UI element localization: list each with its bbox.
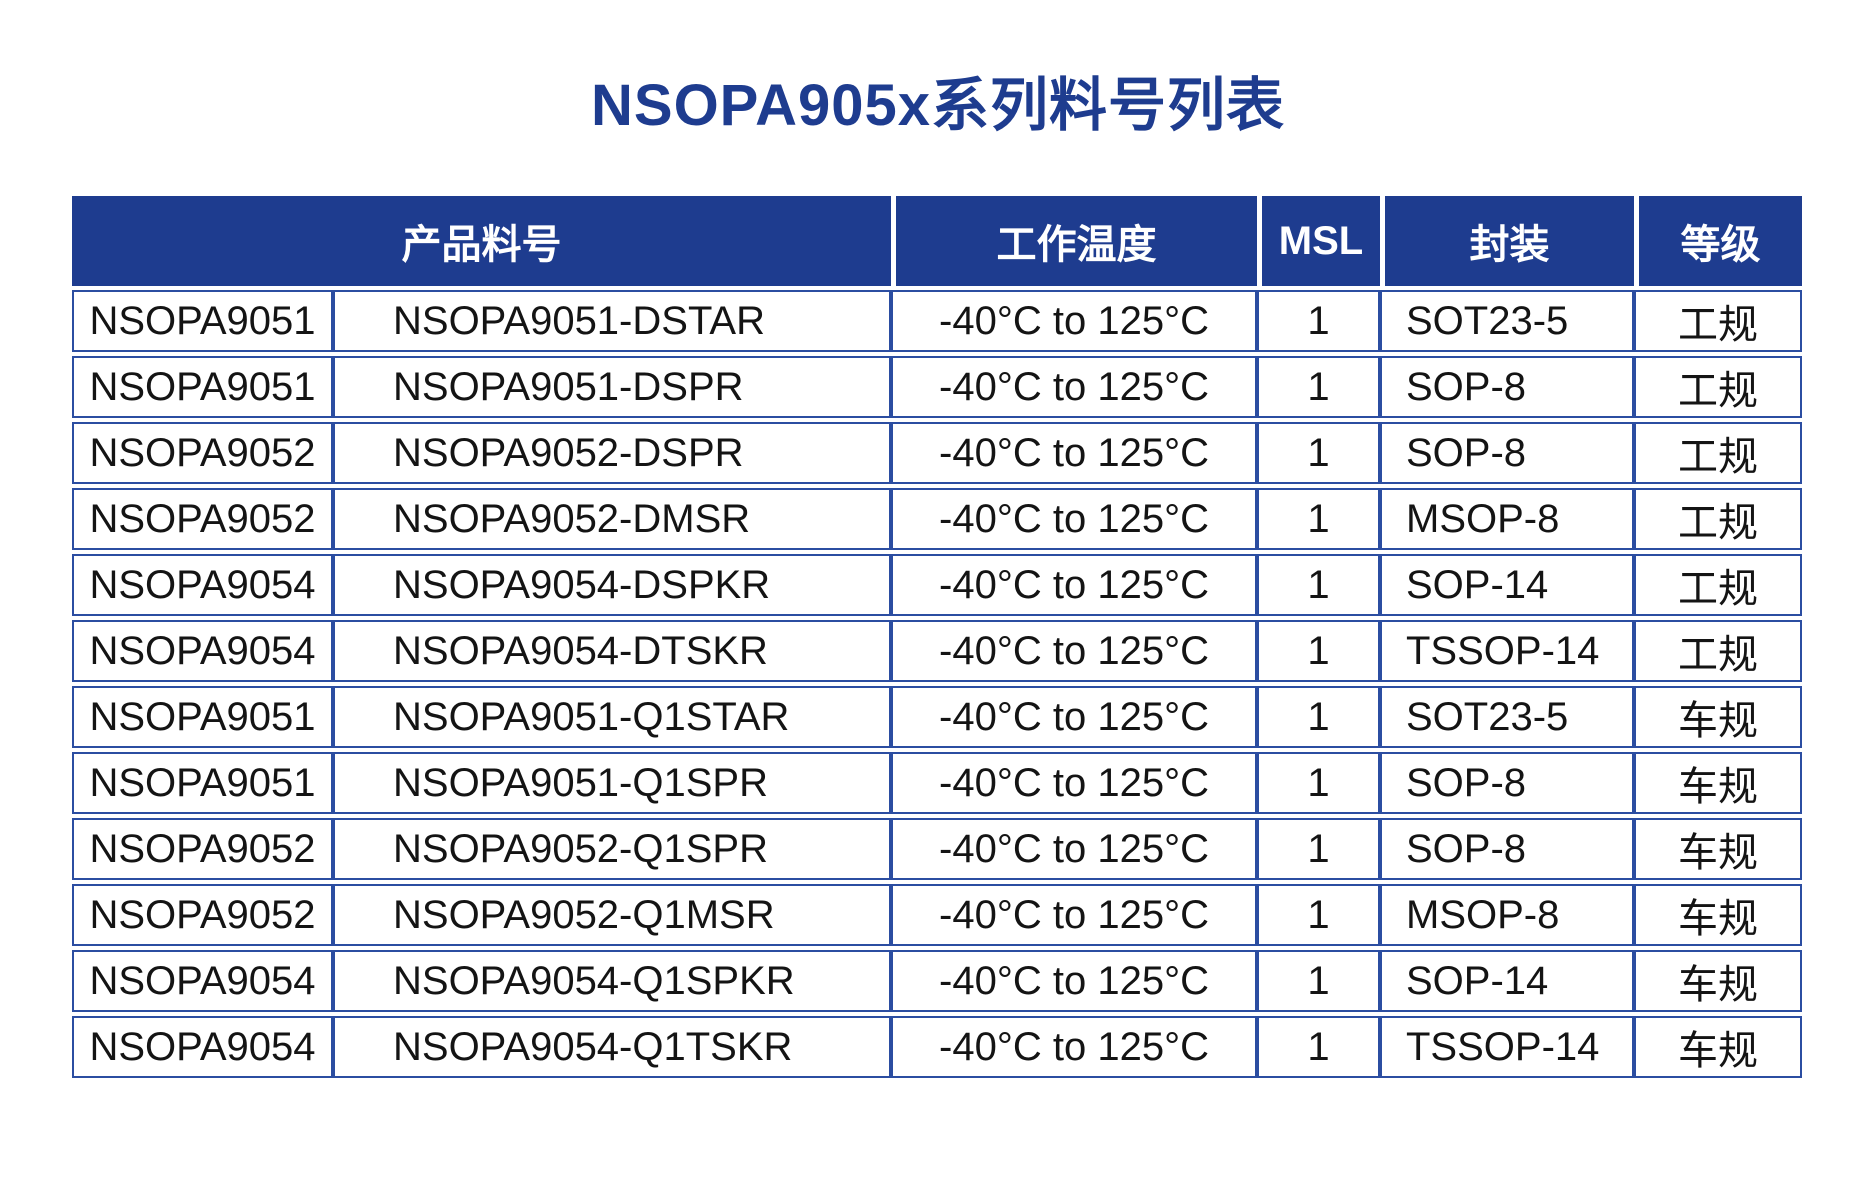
cell-grade: 车规 [1634,686,1802,748]
cell-series: NSOPA9054 [72,1016,333,1078]
cell-package: TSSOP-14 [1380,1016,1634,1078]
cell-grade: 工规 [1634,554,1802,616]
cell-grade: 工规 [1634,290,1802,352]
parts-table: 产品料号 工作温度 MSL 封装 等级 NSOPA9051 NSOPA9051-… [72,192,1802,1082]
table-row: NSOPA9054 NSOPA9054-DSPKR -40°C to 125°C… [72,554,1802,616]
cell-series: NSOPA9052 [72,884,333,946]
table-row: NSOPA9052 NSOPA9052-DSPR -40°C to 125°C … [72,422,1802,484]
cell-msl: 1 [1257,356,1380,418]
cell-temperature: -40°C to 125°C [891,1016,1257,1078]
cell-grade: 车规 [1634,884,1802,946]
cell-temperature: -40°C to 125°C [891,884,1257,946]
cell-part-number: NSOPA9054-Q1TSKR [333,1016,891,1078]
cell-part-number: NSOPA9054-DTSKR [333,620,891,682]
header-grade: 等级 [1634,196,1802,286]
header-package: 封装 [1380,196,1634,286]
cell-grade: 工规 [1634,356,1802,418]
cell-series: NSOPA9051 [72,752,333,814]
table-row: NSOPA9054 NSOPA9054-Q1TSKR -40°C to 125°… [72,1016,1802,1078]
cell-msl: 1 [1257,950,1380,1012]
cell-part-number: NSOPA9051-DSTAR [333,290,891,352]
cell-grade: 工规 [1634,488,1802,550]
page-title: NSOPA905x系列料号列表 [591,73,1285,138]
header-temperature: 工作温度 [891,196,1257,286]
cell-part-number: NSOPA9052-Q1SPR [333,818,891,880]
cell-grade: 车规 [1634,818,1802,880]
cell-part-number: NSOPA9052-DMSR [333,488,891,550]
cell-temperature: -40°C to 125°C [891,620,1257,682]
cell-package: SOP-8 [1380,356,1634,418]
table-row: NSOPA9052 NSOPA9052-DMSR -40°C to 125°C … [72,488,1802,550]
cell-msl: 1 [1257,1016,1380,1078]
table-row: NSOPA9054 NSOPA9054-Q1SPKR -40°C to 125°… [72,950,1802,1012]
cell-series: NSOPA9052 [72,488,333,550]
cell-msl: 1 [1257,752,1380,814]
cell-series: NSOPA9051 [72,356,333,418]
cell-temperature: -40°C to 125°C [891,290,1257,352]
cell-msl: 1 [1257,818,1380,880]
cell-package: SOP-8 [1380,752,1634,814]
cell-series: NSOPA9054 [72,620,333,682]
cell-part-number: NSOPA9051-Q1STAR [333,686,891,748]
cell-package: SOP-14 [1380,554,1634,616]
cell-package: MSOP-8 [1380,884,1634,946]
table-row: NSOPA9051 NSOPA9051-DSTAR -40°C to 125°C… [72,290,1802,352]
cell-part-number: NSOPA9051-Q1SPR [333,752,891,814]
cell-package: TSSOP-14 [1380,620,1634,682]
table-row: NSOPA9051 NSOPA9051-Q1STAR -40°C to 125°… [72,686,1802,748]
cell-package: SOT23-5 [1380,290,1634,352]
cell-part-number: NSOPA9052-DSPR [333,422,891,484]
cell-grade: 工规 [1634,620,1802,682]
cell-part-number: NSOPA9052-Q1MSR [333,884,891,946]
cell-series: NSOPA9054 [72,950,333,1012]
cell-temperature: -40°C to 125°C [891,950,1257,1012]
table-header-row: 产品料号 工作温度 MSL 封装 等级 [72,196,1802,286]
cell-temperature: -40°C to 125°C [891,818,1257,880]
cell-series: NSOPA9051 [72,686,333,748]
cell-series: NSOPA9052 [72,422,333,484]
cell-grade: 车规 [1634,950,1802,1012]
cell-msl: 1 [1257,686,1380,748]
cell-part-number: NSOPA9054-Q1SPKR [333,950,891,1012]
cell-msl: 1 [1257,422,1380,484]
cell-msl: 1 [1257,554,1380,616]
cell-temperature: -40°C to 125°C [891,686,1257,748]
table-row: NSOPA9052 NSOPA9052-Q1MSR -40°C to 125°C… [72,884,1802,946]
cell-msl: 1 [1257,620,1380,682]
cell-part-number: NSOPA9051-DSPR [333,356,891,418]
cell-grade: 车规 [1634,752,1802,814]
table-row: NSOPA9051 NSOPA9051-Q1SPR -40°C to 125°C… [72,752,1802,814]
cell-package: SOP-8 [1380,818,1634,880]
table-row: NSOPA9051 NSOPA9051-DSPR -40°C to 125°C … [72,356,1802,418]
cell-temperature: -40°C to 125°C [891,488,1257,550]
cell-msl: 1 [1257,884,1380,946]
header-msl: MSL [1257,196,1380,286]
cell-temperature: -40°C to 125°C [891,752,1257,814]
table-row: NSOPA9054 NSOPA9054-DTSKR -40°C to 125°C… [72,620,1802,682]
cell-temperature: -40°C to 125°C [891,422,1257,484]
cell-series: NSOPA9052 [72,818,333,880]
table-row: NSOPA9052 NSOPA9052-Q1SPR -40°C to 125°C… [72,818,1802,880]
cell-msl: 1 [1257,488,1380,550]
cell-series: NSOPA9054 [72,554,333,616]
cell-package: SOT23-5 [1380,686,1634,748]
cell-package: MSOP-8 [1380,488,1634,550]
cell-msl: 1 [1257,290,1380,352]
header-product: 产品料号 [72,196,891,286]
cell-package: SOP-8 [1380,422,1634,484]
cell-part-number: NSOPA9054-DSPKR [333,554,891,616]
cell-grade: 工规 [1634,422,1802,484]
cell-series: NSOPA9051 [72,290,333,352]
cell-temperature: -40°C to 125°C [891,356,1257,418]
cell-temperature: -40°C to 125°C [891,554,1257,616]
cell-grade: 车规 [1634,1016,1802,1078]
cell-package: SOP-14 [1380,950,1634,1012]
